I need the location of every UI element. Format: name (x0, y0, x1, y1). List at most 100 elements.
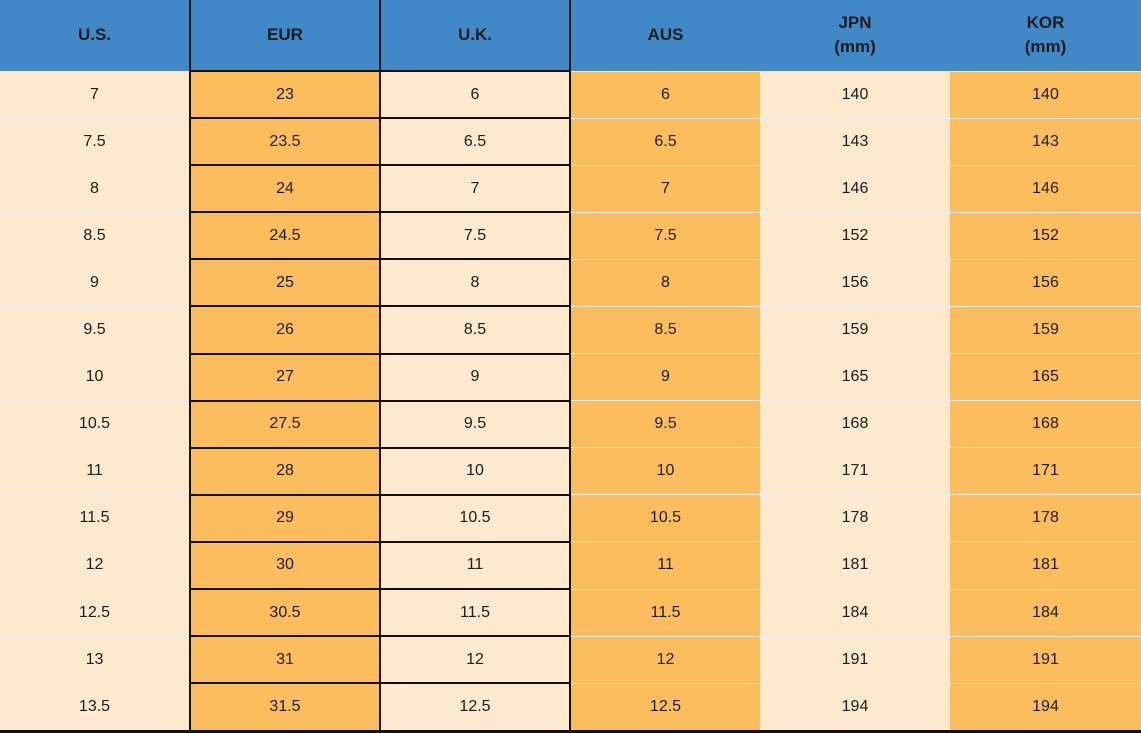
table-cell: 10.5 (379, 493, 571, 543)
table-cell: 6.5 (569, 117, 760, 166)
table-cell: 11 (379, 540, 571, 591)
column-header-label: U.K. (458, 25, 492, 45)
table-cell: 8.5 (0, 211, 190, 260)
table-cell: 12 (569, 635, 760, 684)
table-cell: 29 (189, 493, 381, 543)
table-row: 8 24 7 7 146 146 (0, 164, 1141, 214)
table-row: 13.5 31.5 12.5 12.5 194 194 (0, 682, 1141, 733)
table-cell: 13 (0, 635, 190, 684)
table-cell: 146 (760, 164, 950, 213)
table-row: 7.5 23.5 6.5 6.5 143 143 (0, 117, 1141, 167)
header-row: U.S. EUR U.K. AUS JPN (mm) KOR (mm) (0, 0, 1141, 72)
table-row: 9 25 8 8 156 156 (0, 258, 1141, 308)
table-cell: 9 (379, 352, 571, 402)
table-cell: 184 (950, 588, 1141, 637)
table-cell: 11.5 (569, 588, 760, 637)
table-cell: 11.5 (379, 588, 571, 638)
table-cell: 26 (189, 305, 381, 355)
table-cell: 140 (950, 70, 1141, 119)
table-cell: 8.5 (569, 305, 760, 354)
table-cell: 9.5 (569, 400, 760, 448)
table-cell: 30 (189, 540, 381, 591)
table-cell: 8 (379, 258, 571, 308)
table-cell: 191 (950, 635, 1141, 684)
table-cell: 143 (950, 117, 1141, 166)
table-cell: 7 (379, 164, 571, 214)
table-cell: 168 (950, 400, 1141, 448)
table-cell: 159 (760, 305, 950, 354)
table-cell: 7.5 (0, 117, 190, 166)
table-cell: 12.5 (0, 588, 190, 637)
table-cell: 12.5 (379, 682, 571, 733)
column-header-eur: EUR (190, 0, 381, 72)
table-cell: 9 (569, 353, 760, 401)
table-cell: 184 (760, 588, 950, 637)
table-row: 11 28 10 10 171 171 (0, 446, 1141, 496)
table-row: 7 23 6 6 140 140 (0, 69, 1141, 120)
table-cell: 10.5 (569, 494, 760, 542)
table-cell: 31 (189, 635, 381, 685)
table-cell: 12.5 (569, 682, 760, 732)
table-cell: 11 (0, 447, 190, 495)
table-row: 10.5 27.5 9.5 9.5 168 168 (0, 399, 1141, 449)
column-header-jpn: JPN (mm) (760, 0, 950, 72)
column-header-aus: AUS (570, 0, 760, 72)
table-cell: 28 (189, 446, 381, 496)
table-cell: 9.5 (379, 399, 571, 449)
table-cell: 10.5 (0, 400, 190, 448)
table-cell: 8.5 (379, 305, 571, 355)
table-cell: 191 (760, 635, 950, 684)
table-cell: 194 (950, 682, 1141, 732)
table-cell: 10 (569, 447, 760, 495)
table-cell: 171 (950, 447, 1141, 495)
table-row: 12.5 30.5 11.5 11.5 184 184 (0, 588, 1141, 638)
table-cell: 27 (189, 352, 381, 402)
table-cell: 8 (0, 164, 190, 213)
table-cell: 25 (189, 258, 381, 308)
table-cell: 9 (0, 258, 190, 307)
table-cell: 168 (760, 400, 950, 448)
table-row: 11.5 29 10.5 10.5 178 178 (0, 493, 1141, 543)
table-cell: 10 (0, 353, 190, 401)
column-header-label: KOR (1026, 13, 1065, 33)
table-cell: 152 (950, 211, 1141, 260)
table-cell: 23 (189, 69, 381, 120)
table-cell: 140 (760, 70, 950, 119)
column-header-unit: (mm) (834, 37, 876, 57)
table-cell: 31.5 (189, 682, 381, 733)
column-header-label: JPN (838, 13, 872, 33)
column-header-uk: U.K. (380, 0, 571, 72)
table-cell: 181 (760, 541, 950, 590)
table-cell: 30.5 (189, 588, 381, 638)
table-cell: 7.5 (569, 211, 760, 260)
column-header-unit: (mm) (1024, 37, 1067, 57)
table-cell: 27.5 (189, 399, 381, 449)
table-cell: 10 (379, 446, 571, 496)
table-row: 10 27 9 9 165 165 (0, 352, 1141, 402)
table-row: 8.5 24.5 7.5 7.5 152 152 (0, 211, 1141, 261)
table-cell: 156 (950, 258, 1141, 307)
table-cell: 7 (0, 70, 190, 119)
table-cell: 13.5 (0, 682, 190, 732)
column-header-us: U.S. (0, 0, 191, 72)
table-cell: 152 (760, 211, 950, 260)
column-header-label: AUS (647, 25, 684, 45)
column-header-label: EUR (267, 25, 303, 45)
table-cell: 9.5 (0, 305, 190, 354)
table-cell: 165 (950, 353, 1141, 401)
column-header-label: U.S. (77, 25, 112, 45)
table-body: 7 23 6 6 140 140 7.5 23.5 6.5 6.5 143 143 8 24 7 7 146 14… (0, 69, 1141, 733)
table-cell: 146 (950, 164, 1141, 213)
table-cell: 12 (379, 635, 571, 685)
table-cell: 7 (569, 164, 760, 213)
table-cell: 7.5 (379, 211, 571, 261)
table-cell: 6 (569, 70, 760, 119)
column-header-kor: KOR (mm) (950, 0, 1141, 72)
table-cell: 8 (569, 258, 760, 307)
table-cell: 12 (0, 541, 190, 590)
table-cell: 11 (569, 541, 760, 590)
table-cell: 156 (760, 258, 950, 307)
table-cell: 6.5 (379, 117, 571, 167)
table-cell: 178 (950, 494, 1141, 542)
